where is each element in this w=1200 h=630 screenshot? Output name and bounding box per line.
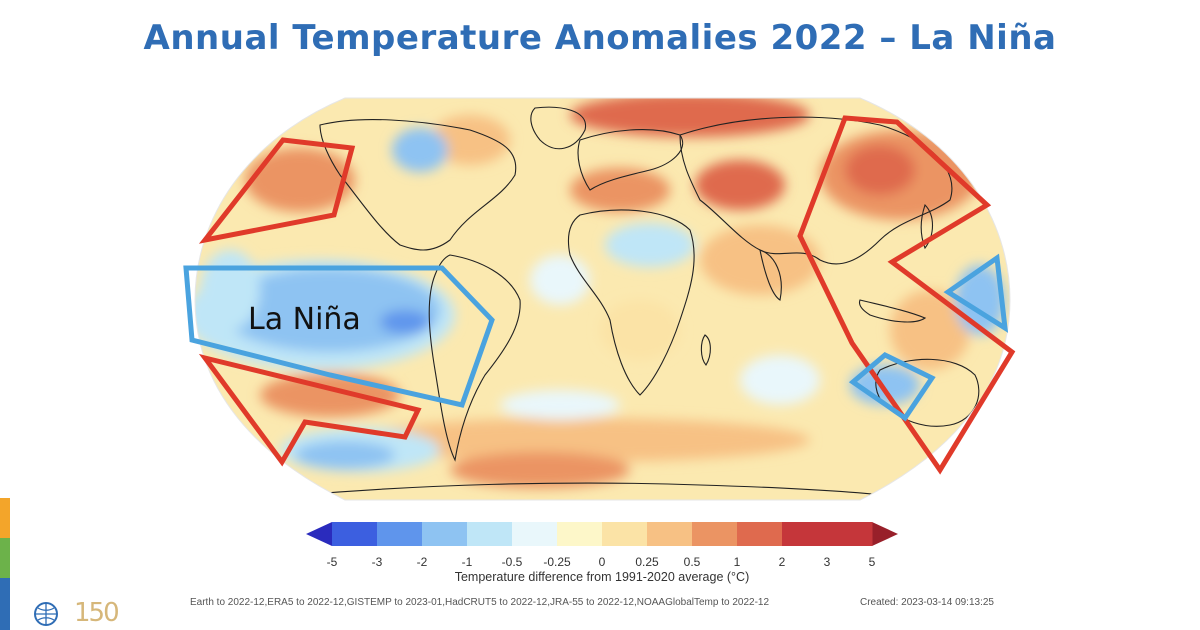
cold-region-indian-ocean <box>848 352 936 422</box>
colorbar <box>306 522 898 546</box>
cold-region-east-pacific-small <box>943 253 1009 333</box>
warm-region-west-pacific <box>797 115 1016 475</box>
colorbar-segment <box>737 522 783 546</box>
page-title: Annual Temperature Anomalies 2022 – La N… <box>143 18 1057 58</box>
wmo-logo-icon <box>34 602 58 626</box>
annotation-outlines <box>183 115 1016 475</box>
warm-region-north-pacific <box>198 137 356 244</box>
warm-region-south-pacific <box>198 353 422 467</box>
colorbar-segment <box>332 522 378 546</box>
colorbar-segment <box>422 522 468 546</box>
side-strip-segment <box>0 578 10 630</box>
anomaly-field <box>195 98 1010 500</box>
colorbar-segment <box>692 522 738 546</box>
colorbar-segment <box>467 522 513 546</box>
colorbar-segment <box>602 522 648 546</box>
data-sources-text: Earth to 2022-12,ERA5 to 2022-12,GISTEMP… <box>190 597 770 608</box>
colorbar-segment <box>512 522 558 546</box>
colorbar-segment <box>377 522 423 546</box>
colorbar-caption: Temperature difference from 1991-2020 av… <box>454 570 750 584</box>
colorbar-arrow-low <box>306 522 332 546</box>
side-strip-segment <box>0 498 10 538</box>
anniversary-logo: 150 <box>74 598 120 628</box>
colorbar-arrow-high <box>872 522 898 546</box>
colorbar-segment <box>827 522 873 546</box>
colorbar-segment <box>557 522 603 546</box>
la-nina-label: La Niña <box>248 302 361 337</box>
created-timestamp: Created: 2023-03-14 09:13:25 <box>860 597 994 608</box>
cold-region-la-nina <box>183 265 495 408</box>
colorbar-segment <box>782 522 828 546</box>
side-strip-segment <box>0 538 10 578</box>
colorbar-segment <box>647 522 693 546</box>
